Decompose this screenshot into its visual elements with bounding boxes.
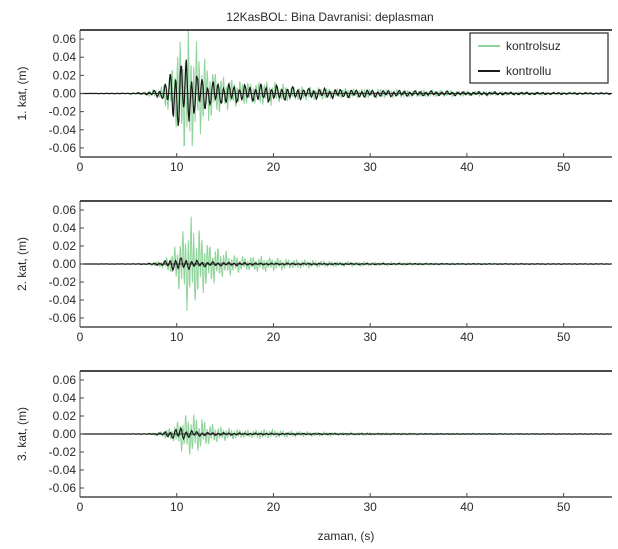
series-kontrollu-line <box>80 257 612 273</box>
x-axis-label: zaman, (s) <box>318 529 375 543</box>
y-tick-label: -0.04 <box>49 463 77 477</box>
x-tick-label: 10 <box>170 330 184 344</box>
x-tick-label: 30 <box>364 160 378 174</box>
panels: 0.060.040.020.00-0.02-0.04-0.060 10 20 30 40… <box>15 29 612 514</box>
x-tick-label: 0 <box>77 500 84 514</box>
x-tick-label: 20 <box>267 160 281 174</box>
panel-2: 0.06 0.04 0.02 0.00 -0.02 -0.04 -0.060 10 20 30 40… <box>15 200 612 344</box>
chart-title: 12KasBOL: Bina Davranisi: deplasman <box>226 10 433 24</box>
y-tick-label: -0.02 <box>49 105 77 119</box>
x-tick-label: 50 <box>557 330 571 344</box>
x-tick-label: 0 <box>77 330 84 344</box>
x-tick-label: 10 <box>170 160 184 174</box>
x-tick-label: 40 <box>460 160 474 174</box>
series-group <box>80 216 612 312</box>
x-tick-label: 20 <box>267 500 281 514</box>
y-tick-label: 0.00 <box>53 87 77 101</box>
series-group <box>80 30 612 148</box>
x-tick-label: 30 <box>364 500 378 514</box>
y-tick-label: 0.02 <box>53 68 77 82</box>
legend-label-kontrollu: kontrollu <box>506 64 551 78</box>
x-tick-label: 50 <box>557 500 571 514</box>
y-tick-label: 0.02 <box>53 239 77 253</box>
panel-1: 0.06 0.04 0.02 0.00 -0.02 -0.04 -0.060 10 20 30 40… <box>15 29 612 174</box>
y-tick-label: -0.06 <box>49 481 77 495</box>
x-tick-label: 40 <box>460 500 474 514</box>
y-tick-label: 0.00 <box>53 427 77 441</box>
y-axis-label: 2. kat, (m) <box>15 237 29 291</box>
y-tick-label: 0.02 <box>53 409 77 423</box>
y-axis-label: 3. kat, (m) <box>15 407 29 461</box>
y-tick-label: -0.02 <box>49 275 77 289</box>
series-kontrollu-line <box>80 426 612 441</box>
y-tick-label: -0.06 <box>49 311 77 325</box>
y-tick-label: -0.06 <box>49 141 77 155</box>
legend-label-kontrolsuz: kontrolsuz <box>506 39 561 53</box>
x-tick-label: 30 <box>364 330 378 344</box>
y-tick-label: -0.04 <box>49 293 77 307</box>
y-tick-label: 0.06 <box>53 32 77 46</box>
y-tick-label: 0.04 <box>53 391 77 405</box>
y-tick-label: 0.04 <box>53 221 77 235</box>
y-tick-label: 0.04 <box>53 50 77 64</box>
series-kontrollu-line <box>80 59 612 126</box>
legend: kontrolsuz kontrollu <box>469 32 609 84</box>
y-tick-label: 0.06 <box>53 373 77 387</box>
y-tick-label: 0.00 <box>53 257 77 271</box>
x-tick-label: 20 <box>267 330 281 344</box>
x-tick-label: 40 <box>460 330 474 344</box>
y-axis-label: 1. kat, (m) <box>15 66 29 120</box>
y-tick-label: -0.04 <box>49 123 77 137</box>
x-tick-label: 0 <box>77 160 84 174</box>
x-tick-label: 50 <box>557 160 571 174</box>
x-tick-label: 10 <box>170 500 184 514</box>
series-group <box>80 414 612 455</box>
panel-3: 0.06 0.04 0.02 0.00 -0.02 -0.04 -0.060 10 20 30 40… <box>15 370 612 514</box>
y-tick-label: -0.02 <box>49 445 77 459</box>
legend-box <box>469 32 609 84</box>
y-tick-label: 0.06 <box>53 203 77 217</box>
